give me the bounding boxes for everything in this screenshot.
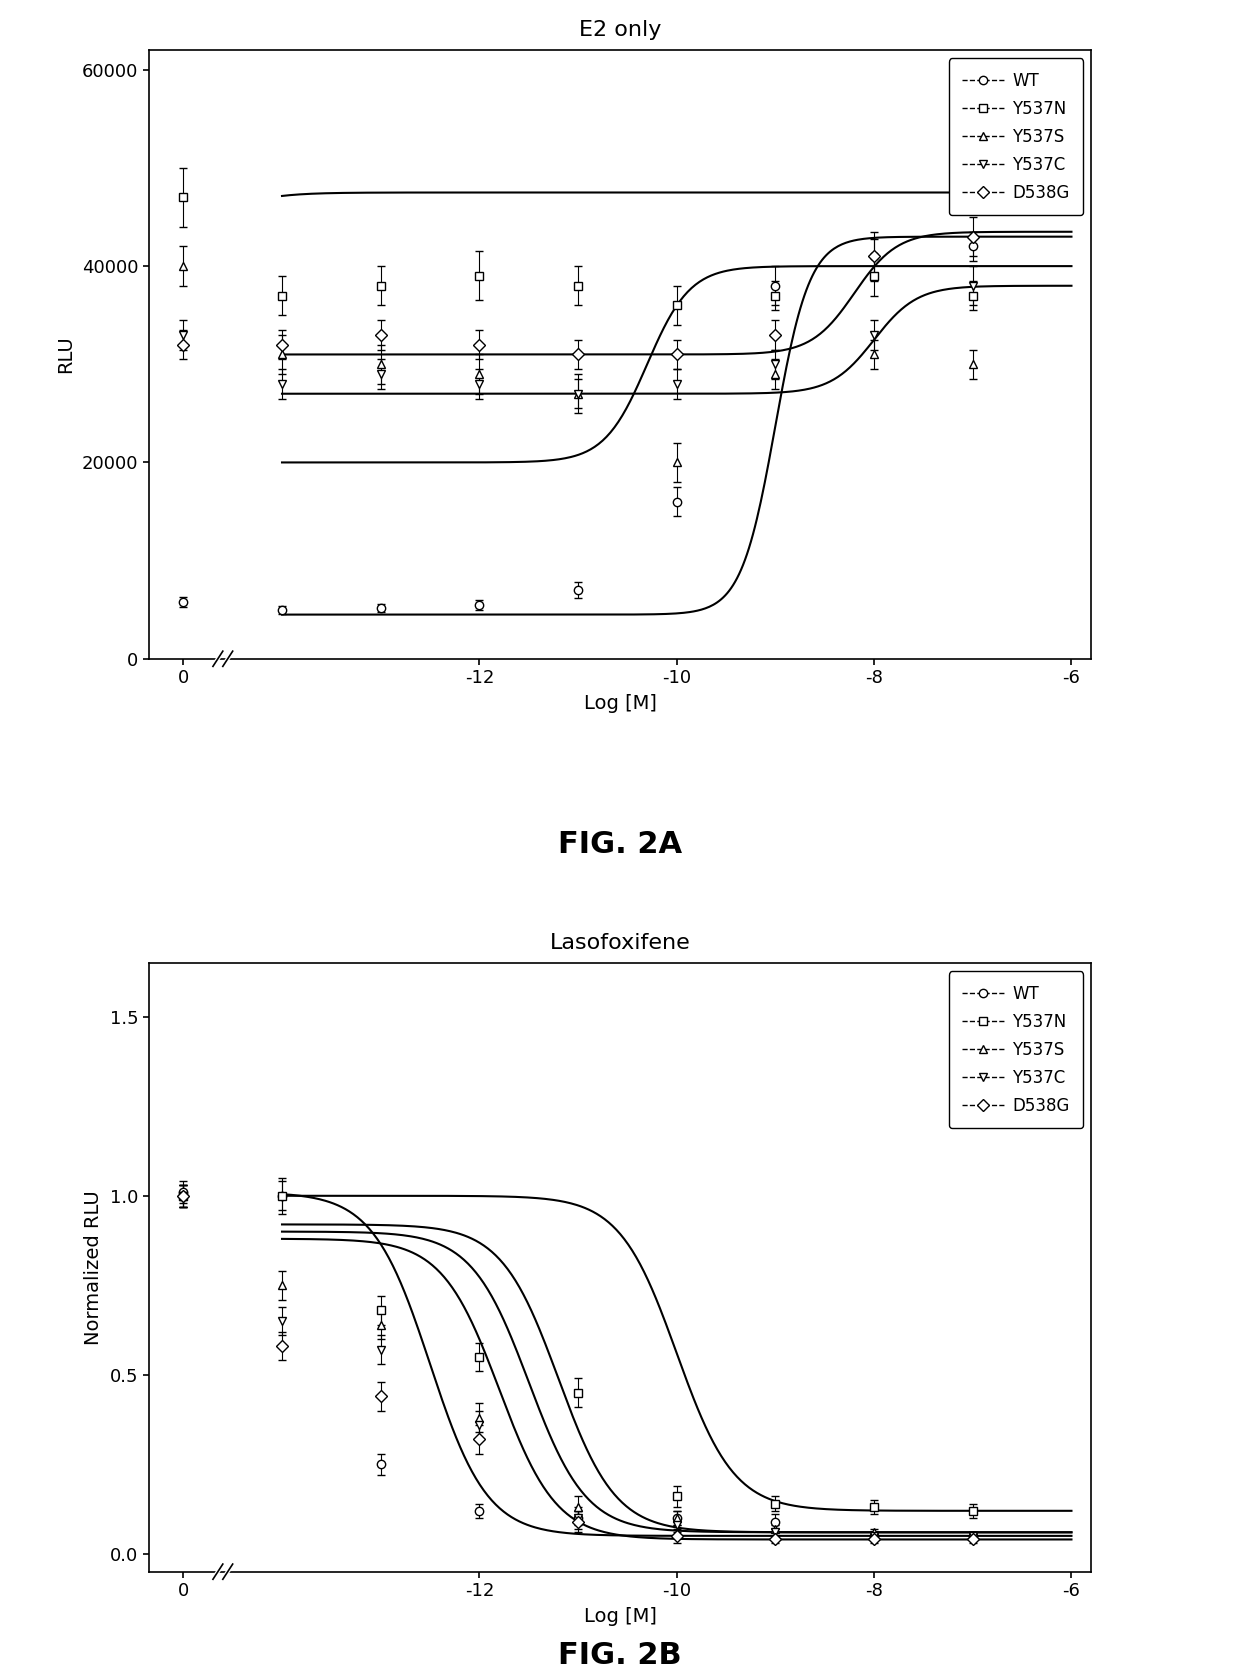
X-axis label: Log [M]: Log [M] [584,1607,656,1627]
Legend: WT, Y537N, Y537S, Y537C, D538G: WT, Y537N, Y537S, Y537C, D538G [949,59,1083,216]
Y-axis label: RLU: RLU [56,336,74,373]
Y-axis label: Normalized RLU: Normalized RLU [84,1190,103,1344]
Title: Lasofoxifene: Lasofoxifene [549,933,691,953]
Text: FIG. 2B: FIG. 2B [558,1640,682,1670]
Text: FIG. 2A: FIG. 2A [558,829,682,859]
Legend: WT, Y537N, Y537S, Y537C, D538G: WT, Y537N, Y537S, Y537C, D538G [949,971,1083,1129]
Title: E2 only: E2 only [579,20,661,40]
X-axis label: Log [M]: Log [M] [584,694,656,714]
